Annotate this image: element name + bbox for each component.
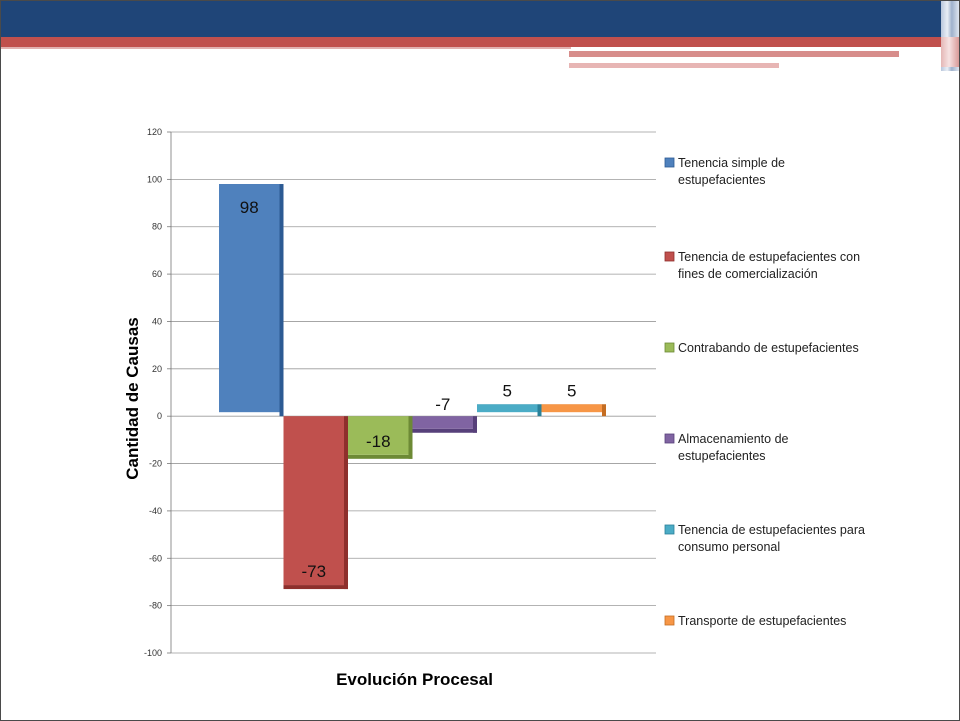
- legend-swatch: [664, 615, 675, 626]
- bar-side: [473, 416, 477, 433]
- legend: Tenencia simple deestupefacientesTenenci…: [664, 156, 865, 628]
- y-tick-label: 0: [157, 411, 162, 421]
- header-accent-line: [1, 47, 571, 49]
- bar-side: [602, 404, 606, 417]
- legend-item: Contrabando de estupefacientes: [664, 341, 859, 355]
- legend-label: Almacenamiento de: [678, 432, 789, 446]
- data-labels: 98 -73 -18 -7 5 5: [240, 198, 577, 581]
- y-tick-label: -60: [149, 553, 162, 563]
- data-label: 5: [503, 381, 512, 400]
- bars: [219, 184, 606, 590]
- legend-label: consumo personal: [678, 540, 780, 554]
- bar-side: [279, 184, 284, 417]
- legend-label: Tenencia de estupefacientes con: [678, 250, 860, 264]
- y-tick-label: 20: [152, 364, 162, 374]
- bar-edge: [283, 585, 348, 590]
- y-tick-label: -100: [144, 648, 162, 658]
- header-accent-line: [569, 63, 779, 68]
- data-label: 5: [567, 381, 576, 400]
- legend-swatch: [664, 524, 675, 535]
- legend-label: estupefacientes: [678, 173, 766, 187]
- bar: [477, 404, 538, 413]
- legend-item: Tenencia de estupefacientes para consumo …: [664, 523, 865, 554]
- data-label: -18: [366, 432, 391, 451]
- bar-side: [408, 416, 413, 459]
- y-tick-label: -40: [149, 506, 162, 516]
- y-tick-label: 40: [152, 316, 162, 326]
- y-tick-label: -80: [149, 601, 162, 611]
- bar: [348, 416, 409, 455]
- y-tick-label: 120: [147, 127, 162, 137]
- bar: [283, 416, 344, 586]
- legend-swatch: [664, 157, 675, 168]
- bar: [541, 404, 602, 413]
- bar-side: [537, 404, 542, 417]
- legend-label: Tenencia de estupefacientes para: [678, 523, 865, 537]
- legend-item: Transporte de estupefacientes: [664, 614, 846, 628]
- y-tick-label: -20: [149, 459, 162, 469]
- data-label: -73: [301, 562, 326, 581]
- header-corner-ornament: [941, 37, 959, 67]
- y-axis-title: Cantidad de Causas: [123, 317, 142, 480]
- data-label: -7: [435, 395, 450, 414]
- legend-label: estupefacientes: [678, 449, 766, 463]
- bar: [412, 416, 473, 429]
- legend-label: Tenencia simple de: [678, 156, 785, 170]
- header-red-stripe: [1, 37, 941, 47]
- legend-swatch: [664, 433, 675, 444]
- bar-edge: [412, 428, 477, 433]
- bar-side: [344, 416, 348, 590]
- y-tick-label: 100: [147, 174, 162, 184]
- data-label: 98: [240, 198, 259, 217]
- legend-swatch: [664, 342, 675, 353]
- legend-label: Transporte de estupefacientes: [678, 614, 846, 628]
- bar: [219, 184, 280, 413]
- legend-label: fines de comercialización: [678, 267, 818, 281]
- legend-item: Tenencia simple de estupefacientes: [664, 156, 785, 187]
- header-accent-line: [569, 51, 899, 57]
- y-tick-label: 80: [152, 222, 162, 232]
- header-band: [1, 1, 941, 37]
- legend-item: Almacenamiento de estupefacientes: [664, 432, 789, 463]
- legend-swatch: [664, 251, 675, 262]
- x-axis-title: Evolución Procesal: [336, 670, 493, 689]
- legend-label: Contrabando de estupefacientes: [678, 341, 859, 355]
- y-axis-ticks: 120 100 80 60 40 20 0 -20 -40 -60 -80 -100: [144, 127, 171, 658]
- y-tick-label: 60: [152, 269, 162, 279]
- bar-edge: [348, 454, 413, 459]
- legend-item: Tenencia de estupefacientes con fines de …: [664, 250, 860, 281]
